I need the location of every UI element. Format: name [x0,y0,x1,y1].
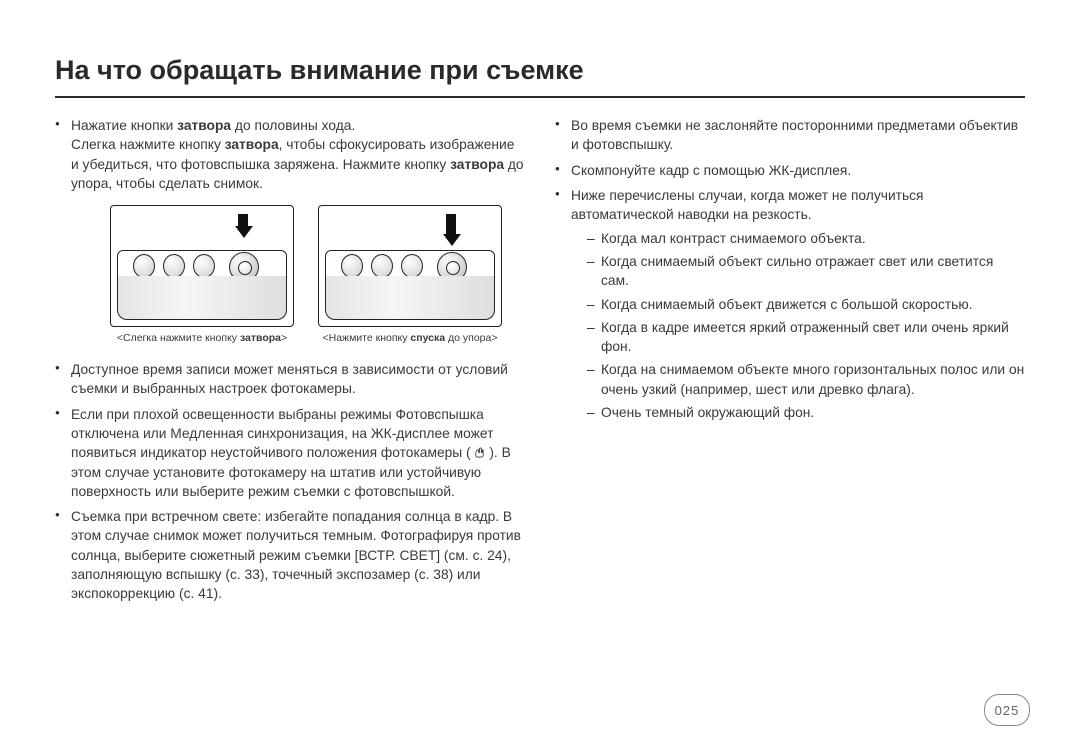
camera-illustration-half-press [110,205,294,327]
left-column: Нажатие кнопки затвора до половины хода.… [55,116,525,610]
text: до упора> [445,332,497,344]
left-bullet-3: Если при плохой освещенности выбраны реж… [55,405,525,502]
right-column: Во время съемки не заслоняйте посторонни… [555,116,1025,610]
bold: затвора [225,137,279,152]
two-column-layout: Нажатие кнопки затвора до половины хода.… [55,116,1025,610]
figure-row: <Слегка нажмите кнопку затвора> [87,205,525,346]
left-bullet-4: Съемка при встречном свете: избегайте по… [55,507,525,604]
text: Слегка нажмите кнопку [71,137,225,152]
figure-full-press: <Нажмите кнопку спуска до упора> [318,205,502,346]
left-bullet-1: Нажатие кнопки затвора до половины хода.… [55,116,525,346]
bold: затвора [177,118,231,133]
dash-item: Когда в кадре имеется яркий отраженный с… [587,318,1025,357]
text: <Слегка нажмите кнопку [117,332,240,344]
manual-page: На что обращать внимание при съемке Нажа… [0,0,1080,752]
right-bullet-1: Во время съемки не заслоняйте посторонни… [555,116,1025,155]
dash-list: Когда мал контраст снимаемого объекта. К… [571,229,1025,423]
text: > [281,332,287,344]
text: Нажатие кнопки [71,118,177,133]
bold: спуска [410,332,445,344]
dash-item: Очень темный окружающий фон. [587,403,1025,422]
figure-caption-2: <Нажмите кнопку спуска до упора> [318,331,502,346]
page-number: 025 [984,694,1030,726]
dash-item: Когда снимаемый объект движется с большо… [587,295,1025,314]
right-bullet-2: Скомпонуйте кадр с помощью ЖК-дисплея. [555,161,1025,180]
bold: затвора [240,332,281,344]
figure-half-press: <Слегка нажмите кнопку затвора> [110,205,294,346]
camera-illustration-full-press [318,205,502,327]
right-bullet-3: Ниже перечислены случаи, когда может не … [555,186,1025,422]
dash-item: Когда снимаемый объект сильно отражает с… [587,252,1025,291]
arrow-down-icon [235,214,251,238]
text: Ниже перечислены случаи, когда может не … [571,188,924,222]
figure-caption-1: <Слегка нажмите кнопку затвора> [110,331,294,346]
text: <Нажмите кнопку [322,332,410,344]
left-bullet-list: Нажатие кнопки затвора до половины хода.… [55,116,525,604]
right-bullet-list: Во время съемки не заслоняйте посторонни… [555,116,1025,422]
camera-shake-icon [474,447,485,458]
arrow-down-icon [443,214,459,246]
dash-item: Когда мал контраст снимаемого объекта. [587,229,1025,248]
page-title: На что обращать внимание при съемке [55,55,1025,98]
text: до половины хода. [231,118,355,133]
left-bullet-2: Доступное время записи может меняться в … [55,360,525,399]
bold: затвора [450,157,504,172]
text: Если при плохой освещенности выбраны реж… [71,407,493,461]
dash-item: Когда на снимаемом объекте много горизон… [587,360,1025,399]
